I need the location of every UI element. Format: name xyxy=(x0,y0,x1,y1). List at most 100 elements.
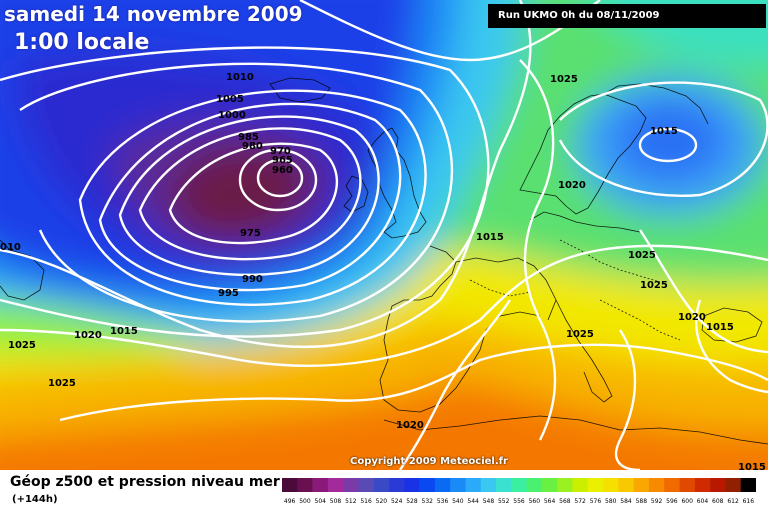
map-footer: Géop z500 et pression niveau mer (+144h)… xyxy=(0,470,768,512)
isobar-label: 010 xyxy=(0,242,21,253)
color-scale-swatch xyxy=(648,478,665,492)
color-scale-swatch xyxy=(343,478,359,492)
color-scale-swatch xyxy=(740,478,756,492)
isobar-label: 1000 xyxy=(218,110,246,121)
forecast-time: 1:00 locale xyxy=(14,30,150,55)
isobar-label: 970 xyxy=(270,146,291,157)
color-scale-label: 540 xyxy=(452,498,464,505)
color-scale-label: 576 xyxy=(590,498,602,505)
color-scale: 496 500 504 508 512 516 520 524 528 532 536 540 544 5… xyxy=(282,478,756,505)
color-scale-label: 584 xyxy=(620,498,632,505)
isobar-label: 1025 xyxy=(48,378,76,389)
color-scale-label: 532 xyxy=(422,498,434,505)
color-scale-label: 552 xyxy=(498,498,510,505)
color-scale-label: 560 xyxy=(529,498,541,505)
isobar-label: 1005 xyxy=(216,94,244,105)
map-title: Géop z500 et pression niveau mer xyxy=(10,474,280,490)
isobar-label: 985 xyxy=(238,132,259,143)
color-scale-swatch xyxy=(480,478,497,492)
color-scale-swatch xyxy=(664,478,680,492)
color-scale-swatch xyxy=(587,478,604,492)
isobar-label: 1015 xyxy=(110,326,138,337)
color-scale-swatch xyxy=(389,478,405,492)
color-scale-label: 564 xyxy=(544,498,556,505)
color-scale-label: 612 xyxy=(727,498,739,505)
color-scale-swatch xyxy=(526,478,543,492)
color-scale-swatch xyxy=(297,478,313,492)
color-scale-label: 524 xyxy=(391,498,403,505)
color-scale-label: 556 xyxy=(513,498,525,505)
color-scale-label: 512 xyxy=(345,498,357,505)
isobar-label: 960 xyxy=(272,165,293,176)
color-scale-label: 596 xyxy=(666,498,678,505)
color-scale-swatch xyxy=(465,478,482,492)
color-scale-swatch xyxy=(618,478,634,492)
color-scale-label: 520 xyxy=(376,498,388,505)
color-scale-swatch xyxy=(434,478,451,492)
color-scale-label: 508 xyxy=(330,498,342,505)
color-scale-label: 608 xyxy=(712,498,724,505)
forecast-hour: (+144h) xyxy=(12,494,58,505)
color-scale-swatch xyxy=(541,478,558,492)
isobar-label: 1015 xyxy=(476,232,504,243)
isobar-label: 1025 xyxy=(628,250,656,261)
isobar-labels: 1010 1005 1000 985 980 970 965 960 975 9… xyxy=(0,72,766,470)
isobar-label: 1020 xyxy=(678,312,706,323)
color-scale-label: 536 xyxy=(437,498,449,505)
color-scale-label: 504 xyxy=(315,498,327,505)
isobar-label: 1020 xyxy=(74,330,102,341)
color-scale-label: 588 xyxy=(636,498,648,505)
color-scale-label: 568 xyxy=(559,498,571,505)
isobar-label: 1015 xyxy=(706,322,734,333)
color-scale-label: 616 xyxy=(743,498,755,505)
color-scale-label: 580 xyxy=(605,498,617,505)
color-scale-label: 592 xyxy=(651,498,663,505)
color-scale-label: 516 xyxy=(360,498,372,505)
isobars xyxy=(0,0,768,470)
isobar-label: 975 xyxy=(240,228,261,239)
color-scale-swatch xyxy=(282,478,298,492)
color-scale-swatch xyxy=(419,478,436,492)
geopotential-shading xyxy=(0,0,768,470)
geopotential-map: 1010 1005 1000 985 980 970 965 960 975 9… xyxy=(0,0,768,470)
color-scale-label: 572 xyxy=(574,498,586,505)
isobar-label: 980 xyxy=(242,141,263,152)
color-scale-swatch xyxy=(710,478,726,492)
color-scale-label: 528 xyxy=(406,498,418,505)
color-scale-swatch xyxy=(327,478,344,492)
color-scale-label: 548 xyxy=(483,498,495,505)
color-scale-swatch xyxy=(496,478,512,492)
color-scale-swatch xyxy=(373,478,390,492)
copyright-text: Copyright 2009 Meteociel.fr xyxy=(350,456,508,467)
isobar-label: 1025 xyxy=(566,329,594,340)
color-scale-swatch xyxy=(694,478,711,492)
isobar-label: 1025 xyxy=(8,340,36,351)
isobar-label: 1010 xyxy=(226,72,254,83)
color-scale-label: 500 xyxy=(299,498,311,505)
color-scale-swatch xyxy=(603,478,619,492)
color-scale-swatch xyxy=(633,478,650,492)
color-scale-label: 496 xyxy=(284,498,296,505)
isobar-label: 990 xyxy=(242,274,263,285)
forecast-date: samedi 14 novembre 2009 xyxy=(4,2,303,26)
color-scale-label: 544 xyxy=(467,498,479,505)
isobar-label: 965 xyxy=(272,155,293,166)
color-scale-label: 604 xyxy=(697,498,709,505)
color-scale-swatch xyxy=(511,478,527,492)
model-run-label: Run UKMO 0h du 08/11/2009 xyxy=(488,4,766,28)
color-scale-swatch xyxy=(450,478,466,492)
isobar-label: 1020 xyxy=(558,180,586,191)
color-scale-swatch xyxy=(358,478,375,492)
color-scale-swatch xyxy=(572,478,589,492)
isobar-label: 1015 xyxy=(650,126,678,137)
weather-map: 1010 1005 1000 985 980 970 965 960 975 9… xyxy=(0,0,768,470)
isobar-label: 995 xyxy=(218,288,239,299)
color-scale-label: 600 xyxy=(681,498,693,505)
color-scale-swatch xyxy=(312,478,329,492)
isobar-label: 1020 xyxy=(396,420,424,431)
isobar-label: 1015 xyxy=(738,462,766,470)
color-scale-swatch xyxy=(404,478,420,492)
color-scale-swatch xyxy=(557,478,573,492)
isobar-label: 1025 xyxy=(640,280,668,291)
color-scale-swatch xyxy=(725,478,742,492)
